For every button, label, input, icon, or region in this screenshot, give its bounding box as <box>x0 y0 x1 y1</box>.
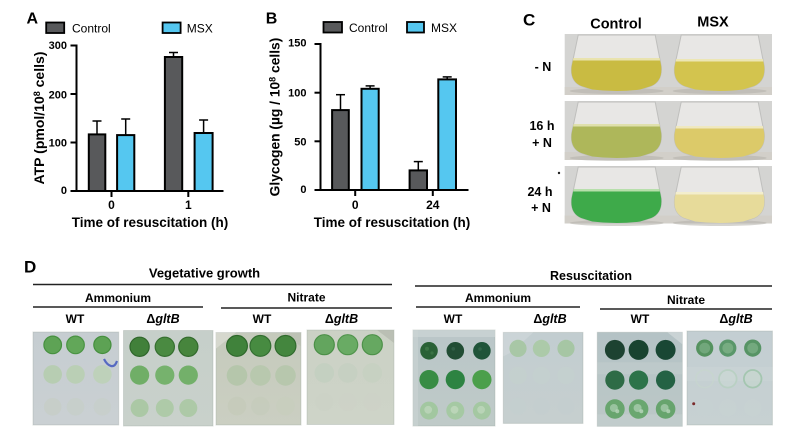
svg-text:Nitrate: Nitrate <box>287 291 325 305</box>
svg-text:16 h: 16 h <box>529 119 554 133</box>
svg-text:WT: WT <box>253 312 272 326</box>
svg-text:100: 100 <box>288 88 306 100</box>
svg-text:ΔgltB: ΔgltB <box>146 312 179 326</box>
svg-text:ΔgltB: ΔgltB <box>719 312 752 326</box>
svg-text:D: D <box>24 258 36 277</box>
svg-text:MSX: MSX <box>431 21 457 35</box>
svg-text:0: 0 <box>300 184 306 196</box>
svg-text:0: 0 <box>352 198 359 212</box>
svg-text:MSX: MSX <box>697 15 729 31</box>
svg-text:24: 24 <box>426 198 440 212</box>
svg-text:Time of resuscitation (h): Time of resuscitation (h) <box>314 215 471 230</box>
svg-text:Control: Control <box>72 22 111 36</box>
svg-text:A: A <box>27 11 39 28</box>
svg-text:ΔgltB: ΔgltB <box>533 312 566 326</box>
svg-text:1: 1 <box>185 198 192 212</box>
svg-text:Vegetative growth: Vegetative growth <box>149 266 260 281</box>
svg-text:MSX: MSX <box>187 22 213 36</box>
svg-text:WT: WT <box>66 312 85 326</box>
svg-text:150: 150 <box>288 38 306 50</box>
svg-text:ATP (pmol/108 cells): ATP (pmol/108 cells) <box>31 52 47 185</box>
svg-text:ΔgltB: ΔgltB <box>325 312 358 326</box>
svg-text:Ammonium: Ammonium <box>465 291 531 305</box>
svg-text:Control: Control <box>349 21 388 35</box>
svg-text:100: 100 <box>49 137 67 149</box>
svg-text:+ N: + N <box>532 136 552 150</box>
svg-text:Resuscitation: Resuscitation <box>550 269 632 283</box>
svg-text:C: C <box>523 11 535 30</box>
svg-text:Nitrate: Nitrate <box>667 293 705 307</box>
svg-text:24 h: 24 h <box>527 185 552 199</box>
svg-text:+ N: + N <box>531 201 551 215</box>
svg-text:B: B <box>266 11 278 28</box>
svg-text:Time of resuscitation (h): Time of resuscitation (h) <box>72 215 229 230</box>
svg-text:WT: WT <box>631 312 650 326</box>
svg-text:50: 50 <box>294 137 306 149</box>
svg-text:WT: WT <box>444 312 463 326</box>
svg-text:Glycogen (µg / 108 cells): Glycogen (µg / 108 cells) <box>268 38 283 197</box>
svg-text:300: 300 <box>49 40 67 52</box>
svg-text:0: 0 <box>61 185 67 197</box>
svg-text:0: 0 <box>108 198 115 212</box>
svg-text:Control: Control <box>590 17 642 33</box>
svg-text:200: 200 <box>49 90 67 102</box>
svg-text:- N: - N <box>535 60 552 74</box>
svg-text:Ammonium: Ammonium <box>85 291 151 305</box>
